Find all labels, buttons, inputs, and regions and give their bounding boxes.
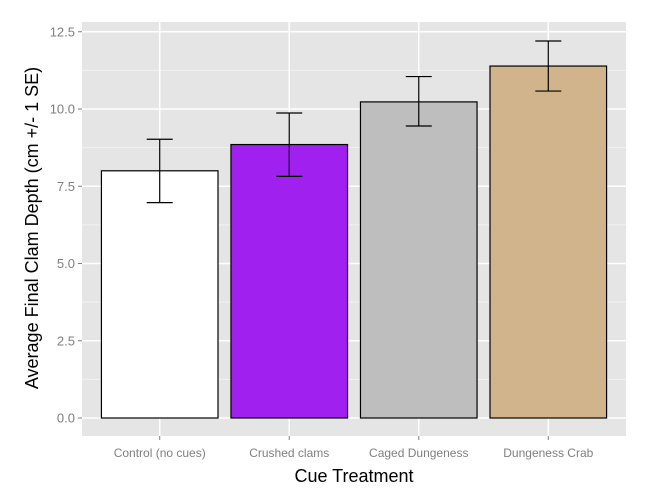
x-axis: Control (no cues) Crushed clams Caged Dung… xyxy=(114,436,594,460)
y-tick-label: 5.0 xyxy=(57,256,75,271)
y-tick-label: 12.5 xyxy=(50,24,75,39)
x-tick-label: Crushed clams xyxy=(249,446,329,460)
y-tick-label: 0.0 xyxy=(57,411,75,426)
bars xyxy=(100,65,608,419)
bar xyxy=(230,143,349,419)
x-tick-label: Dungeness Crab xyxy=(503,446,593,460)
x-tick-label: Caged Dungeness xyxy=(369,446,468,460)
bar xyxy=(100,170,219,419)
x-axis-title: Cue Treatment xyxy=(294,466,413,486)
bar xyxy=(489,65,608,419)
y-tick-label: 10.0 xyxy=(50,102,75,117)
error-bars xyxy=(146,40,562,204)
x-tick-label: Control (no cues) xyxy=(114,446,206,460)
bar xyxy=(359,101,478,419)
y-axis: 0.0 2.5 5.0 7.5 10.0 12.5 xyxy=(50,24,82,426)
y-axis-title: Average Final Clam Depth (cm +/- 1 SE) xyxy=(22,67,42,389)
y-tick-label: 7.5 xyxy=(57,179,75,194)
y-tick-label: 2.5 xyxy=(57,333,75,348)
